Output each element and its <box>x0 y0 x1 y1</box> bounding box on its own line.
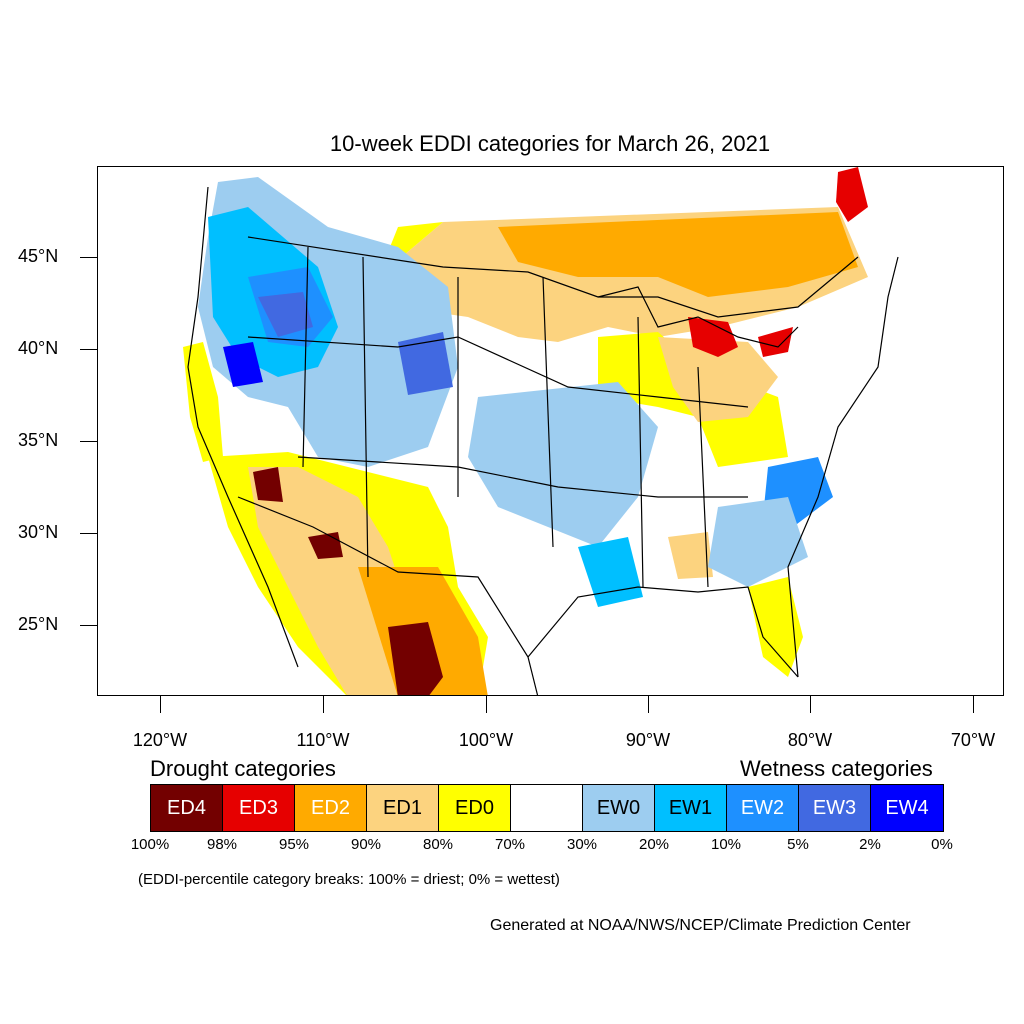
east-coast <box>787 256 899 678</box>
us-canada-border <box>247 236 859 318</box>
ew3-oregon <box>258 292 313 337</box>
ed3-ontario <box>758 327 793 357</box>
ed2-great-lakes-north <box>498 212 858 297</box>
lon-tick-70 <box>973 696 974 713</box>
ed3-sonora <box>253 467 283 502</box>
ed0-california <box>183 342 223 462</box>
wetness-heading: Wetness categories <box>740 756 933 781</box>
ed1-alabama <box>668 532 713 579</box>
legend-colorbar: ED4 ED3 ED2 ED1 ED0 EW0 EW1 EW2 EW3 EW4 <box>150 784 944 832</box>
drought-regions <box>183 167 868 695</box>
legend-swatch-ew4: EW4 <box>871 785 943 831</box>
wetness-regions <box>198 177 833 607</box>
legend-break-label: 5% <box>787 836 809 853</box>
legend-break-label: 30% <box>566 836 598 853</box>
lon-label-120: 120°W <box>132 730 188 750</box>
lon-label-110: 110°W <box>296 730 350 750</box>
lat-label-30: 30°N <box>18 522 59 542</box>
ed0-florida <box>748 577 803 677</box>
lat-tick-25 <box>80 625 97 626</box>
state-lines-2 <box>297 456 748 498</box>
ew3-wyoming <box>398 332 453 395</box>
lon-tick-80 <box>810 696 811 713</box>
legend-swatch-ew1: EW1 <box>655 785 727 831</box>
legend-swatch-ew0: EW0 <box>583 785 655 831</box>
legend-break-label: 0% <box>931 836 953 853</box>
map-panel <box>97 166 1004 696</box>
drought-heading: Drought categories <box>150 756 336 781</box>
lat-tick-40 <box>80 349 97 350</box>
lat-tick-35 <box>80 441 97 442</box>
ew1-lower-mississippi <box>578 537 643 607</box>
boundaries <box>187 186 899 695</box>
legend-swatch-ed1: ED1 <box>367 785 439 831</box>
legend-swatch-ed4: ED4 <box>151 785 223 831</box>
ew0-southeast <box>708 497 808 587</box>
legend-swatch-ed2: ED2 <box>295 785 367 831</box>
legend-break-label: 10% <box>710 836 742 853</box>
legend-break-label: 95% <box>278 836 310 853</box>
ed0-northern-rim <box>378 222 788 467</box>
lat-label-40: 40°N <box>18 338 59 358</box>
legend-swatch-ed3: ED3 <box>223 785 295 831</box>
state-lines-1 <box>247 336 749 408</box>
legend-break-label: 80% <box>422 836 454 853</box>
legend-swatch-ew2: EW2 <box>727 785 799 831</box>
legend-swatch-ew3: EW3 <box>799 785 871 831</box>
lon-tick-100 <box>486 696 487 713</box>
state-lines-3 <box>302 246 709 588</box>
lat-tick-30 <box>80 533 97 534</box>
lon-label-90: 90°W <box>625 730 671 750</box>
lon-tick-120 <box>160 696 161 713</box>
ed4-mexico <box>388 622 443 695</box>
gulf-coast <box>527 586 799 678</box>
ew3-nevada <box>223 342 263 387</box>
legend-break-label: 100% <box>130 836 170 853</box>
lat-label-35: 35°N <box>18 430 59 450</box>
lon-tick-90 <box>648 696 649 713</box>
west-coast <box>187 186 299 668</box>
legend-break-label: 20% <box>638 836 670 853</box>
legend-break-label: 90% <box>350 836 382 853</box>
category-note: (EDDI-percentile category breaks: 100% =… <box>138 871 560 888</box>
ed3-maine <box>836 167 868 222</box>
legend-break-label: 70% <box>494 836 526 853</box>
credit-line: Generated at NOAA/NWS/NCEP/Climate Predi… <box>490 917 911 934</box>
map-title: 10-week EDDI categories for March 26, 20… <box>329 131 771 156</box>
ed3-michigan <box>688 317 738 357</box>
lat-tick-45 <box>80 257 97 258</box>
legend-swatch-ed0: ED0 <box>439 785 511 831</box>
lat-label-25: 25°N <box>18 614 59 634</box>
legend-break-label: 98% <box>206 836 238 853</box>
lon-label-70: 70°W <box>950 730 996 750</box>
lon-tick-110 <box>323 696 324 713</box>
lon-label-100: 100°W <box>458 730 514 750</box>
legend-break-label: 2% <box>859 836 881 853</box>
lat-label-45: 45°N <box>18 246 59 266</box>
legend-swatch-neutral <box>511 785 583 831</box>
eddi-map <box>183 167 899 695</box>
great-lakes <box>597 286 799 348</box>
us-mexico-border <box>237 496 539 695</box>
ew0-plains <box>468 382 658 547</box>
lon-label-80: 80°W <box>787 730 833 750</box>
